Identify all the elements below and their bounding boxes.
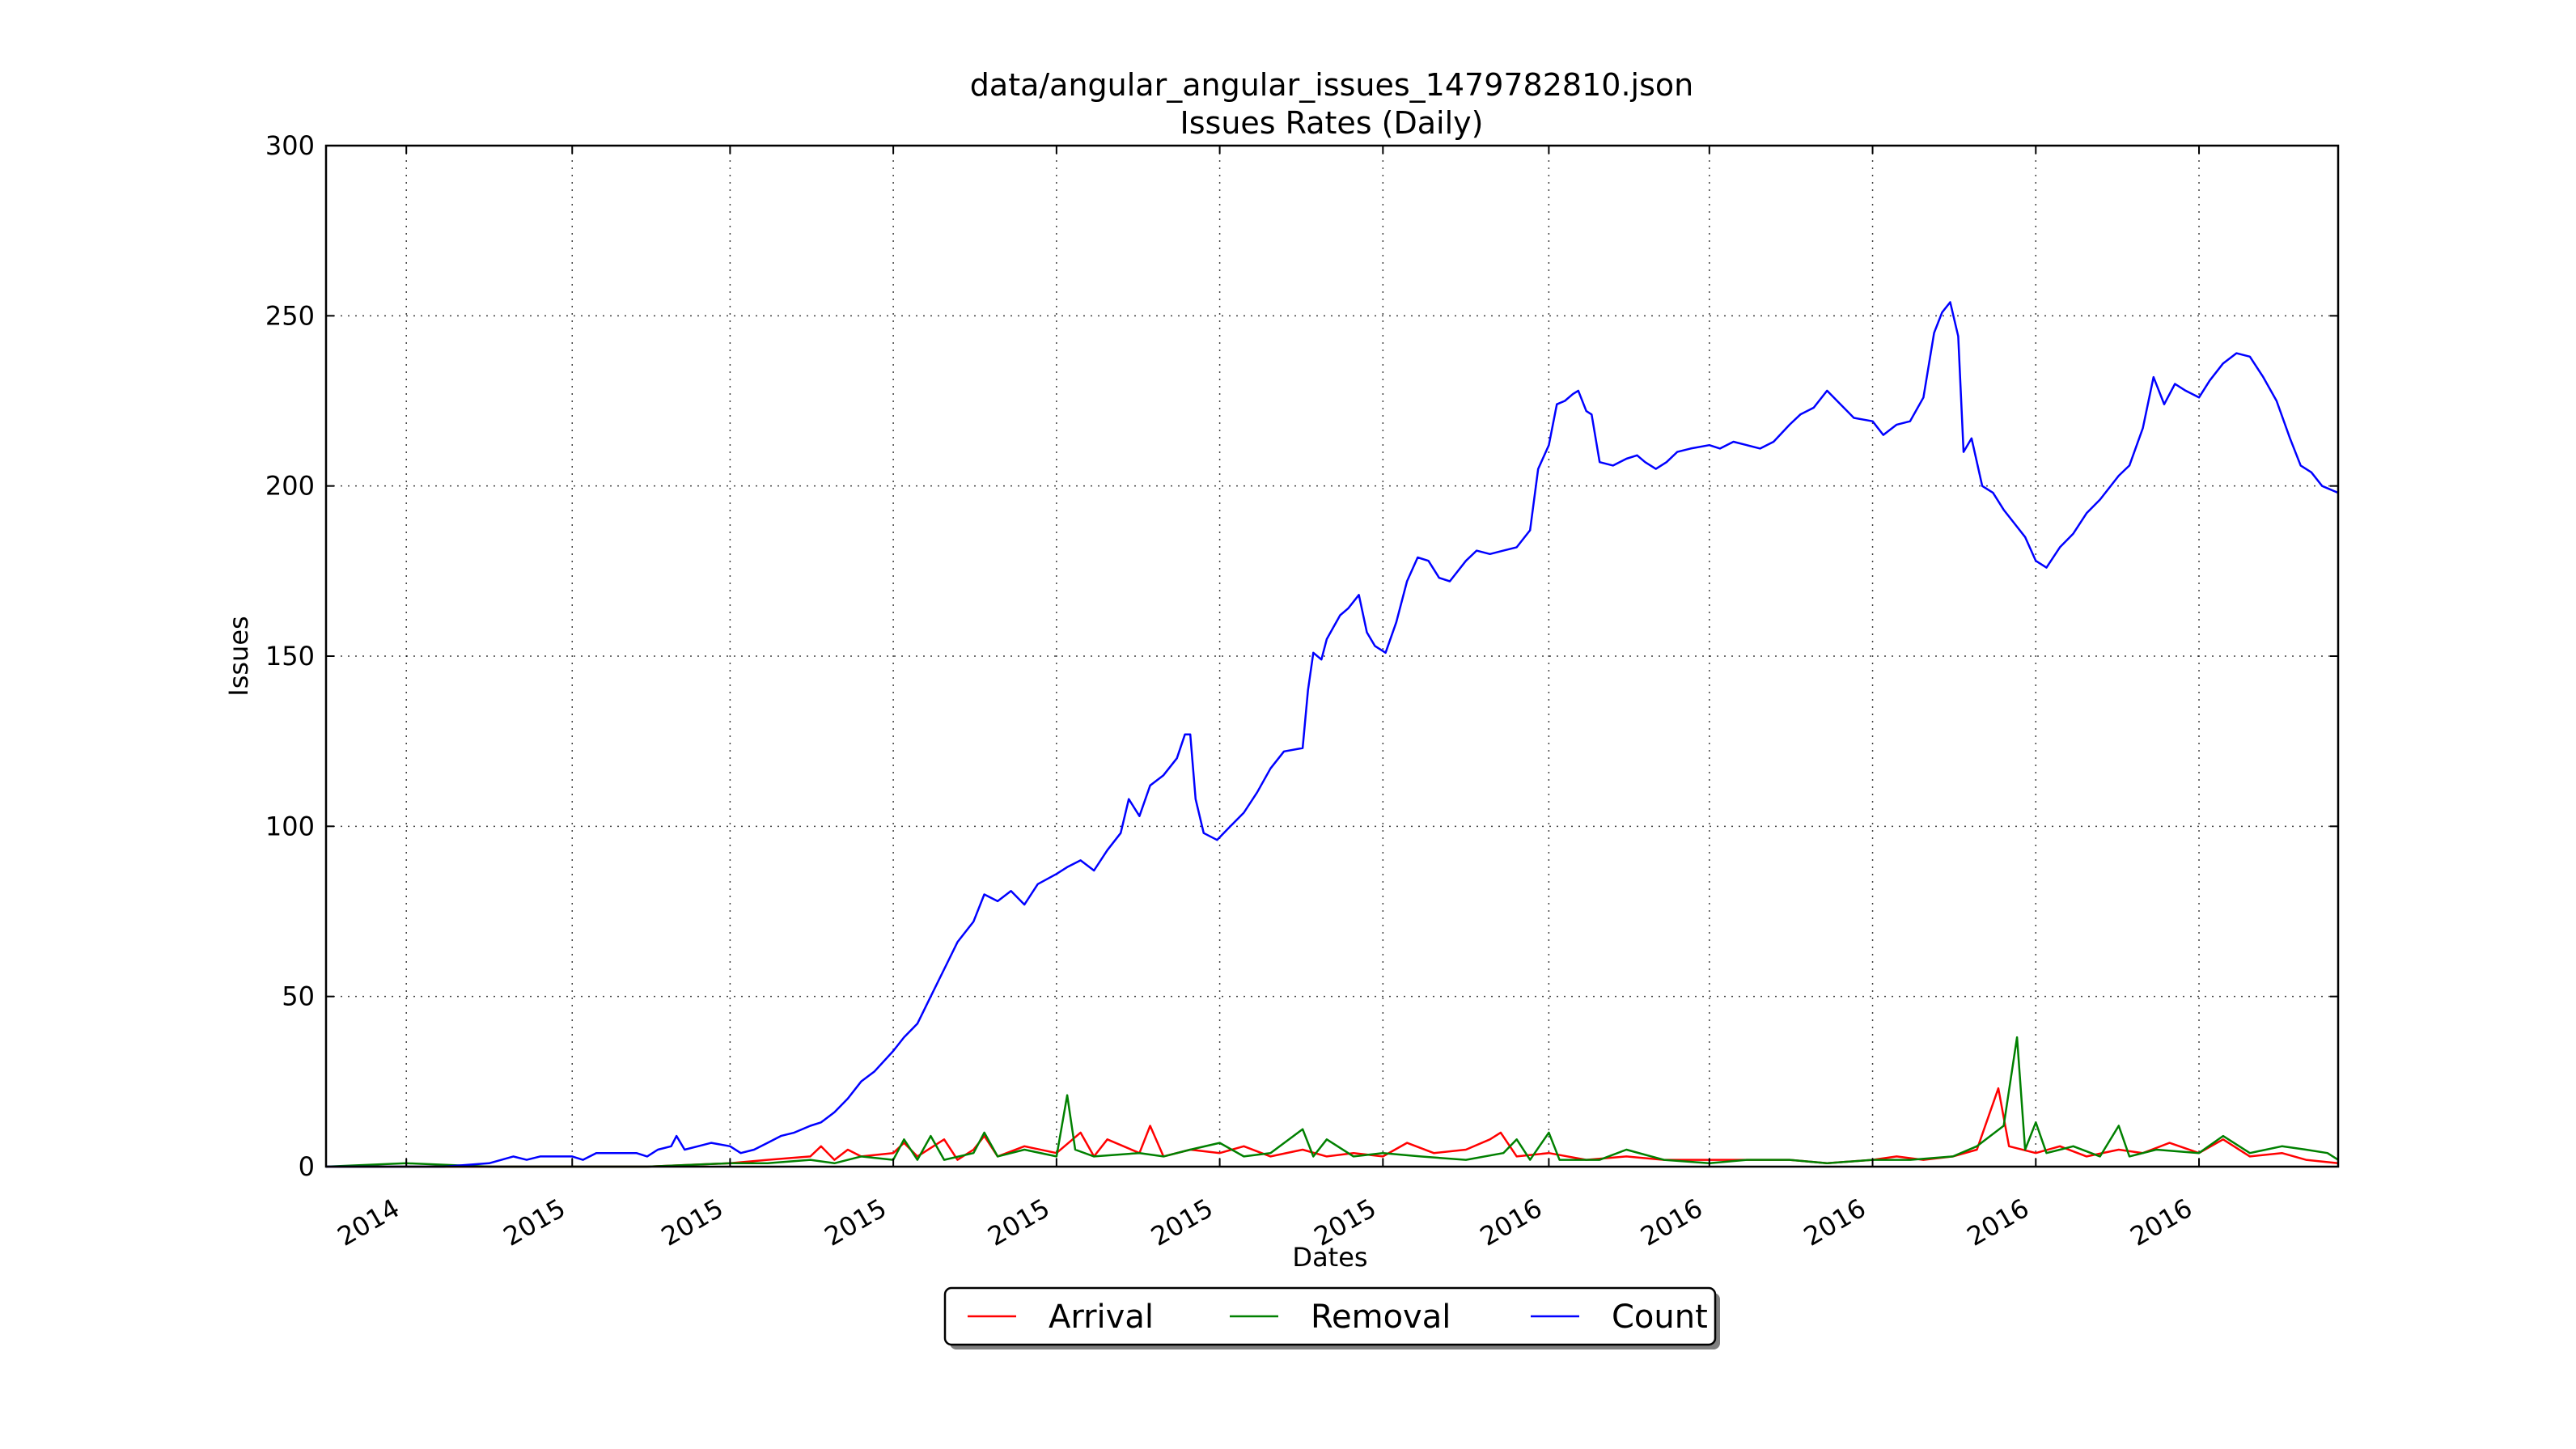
legend-label-count: Count [1612,1299,1708,1336]
x-axis-label: Dates [1292,1242,1367,1273]
grid-layer [326,146,2338,1167]
y-tick-label: 150 [265,641,315,672]
x-tick-label: 2015 [820,1193,892,1252]
x-tick-label: 2016 [1635,1193,1708,1252]
legend-label-arrival: Arrival [1049,1299,1154,1336]
legend-box [943,1286,1717,1346]
y-tick-label: 0 [299,1151,315,1182]
y-tick-label: 100 [265,811,315,841]
x-tick-label: 2014 [333,1193,405,1252]
legend: Arrival Removal Count [943,1286,1720,1349]
series-layer [325,301,2339,1168]
y-axis-label: Issues [223,616,254,696]
series-line-removal [325,1036,2339,1168]
x-tick-label: 2016 [1799,1193,1871,1252]
series-line-arrival [326,1087,2339,1168]
y-tick-label: 250 [265,300,315,331]
x-tick-label: 2016 [1962,1193,2035,1252]
x-tick-label: 2016 [1475,1193,1548,1252]
chart-title: data/angular_angular_issues_1479782810.j… [970,67,1693,103]
chart-subtitle: Issues Rates (Daily) [1180,105,1484,141]
y-tick-label: 200 [265,471,315,502]
ticks-layer: 0 50 100 150 200 250 300 2014 2015 2015 2015 2015 20… [265,130,2338,1252]
y-tick-label: 50 [282,981,315,1012]
x-tick-label: 2015 [656,1193,729,1252]
legend-label-removal: Removal [1311,1299,1451,1336]
y-tick-label: 300 [265,130,315,161]
series-line-count [326,301,2339,1168]
legend-items: Arrival Removal Count [968,1299,1708,1336]
x-tick-label: 2015 [982,1193,1055,1252]
x-tick-label: 2016 [2125,1193,2197,1252]
x-tick-label: 2015 [498,1193,571,1252]
x-tick-label: 2015 [1146,1193,1218,1252]
